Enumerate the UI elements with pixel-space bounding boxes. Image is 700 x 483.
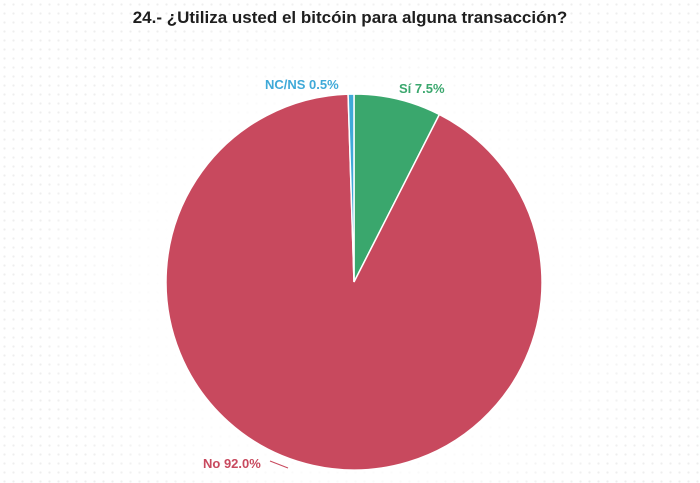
pie-slice-no — [165, 93, 543, 471]
data-label-nc-ns: NC/NS 0.5% — [265, 77, 339, 92]
pie-slice-nc-ns — [347, 93, 355, 283]
data-label-s-: Sí 7.5% — [399, 81, 445, 96]
data-label-no: No 92.0% — [203, 456, 261, 471]
chart-title: 24.- ¿Utiliza usted el bitcóin para algu… — [132, 8, 568, 27]
leader-line-no — [269, 460, 289, 469]
